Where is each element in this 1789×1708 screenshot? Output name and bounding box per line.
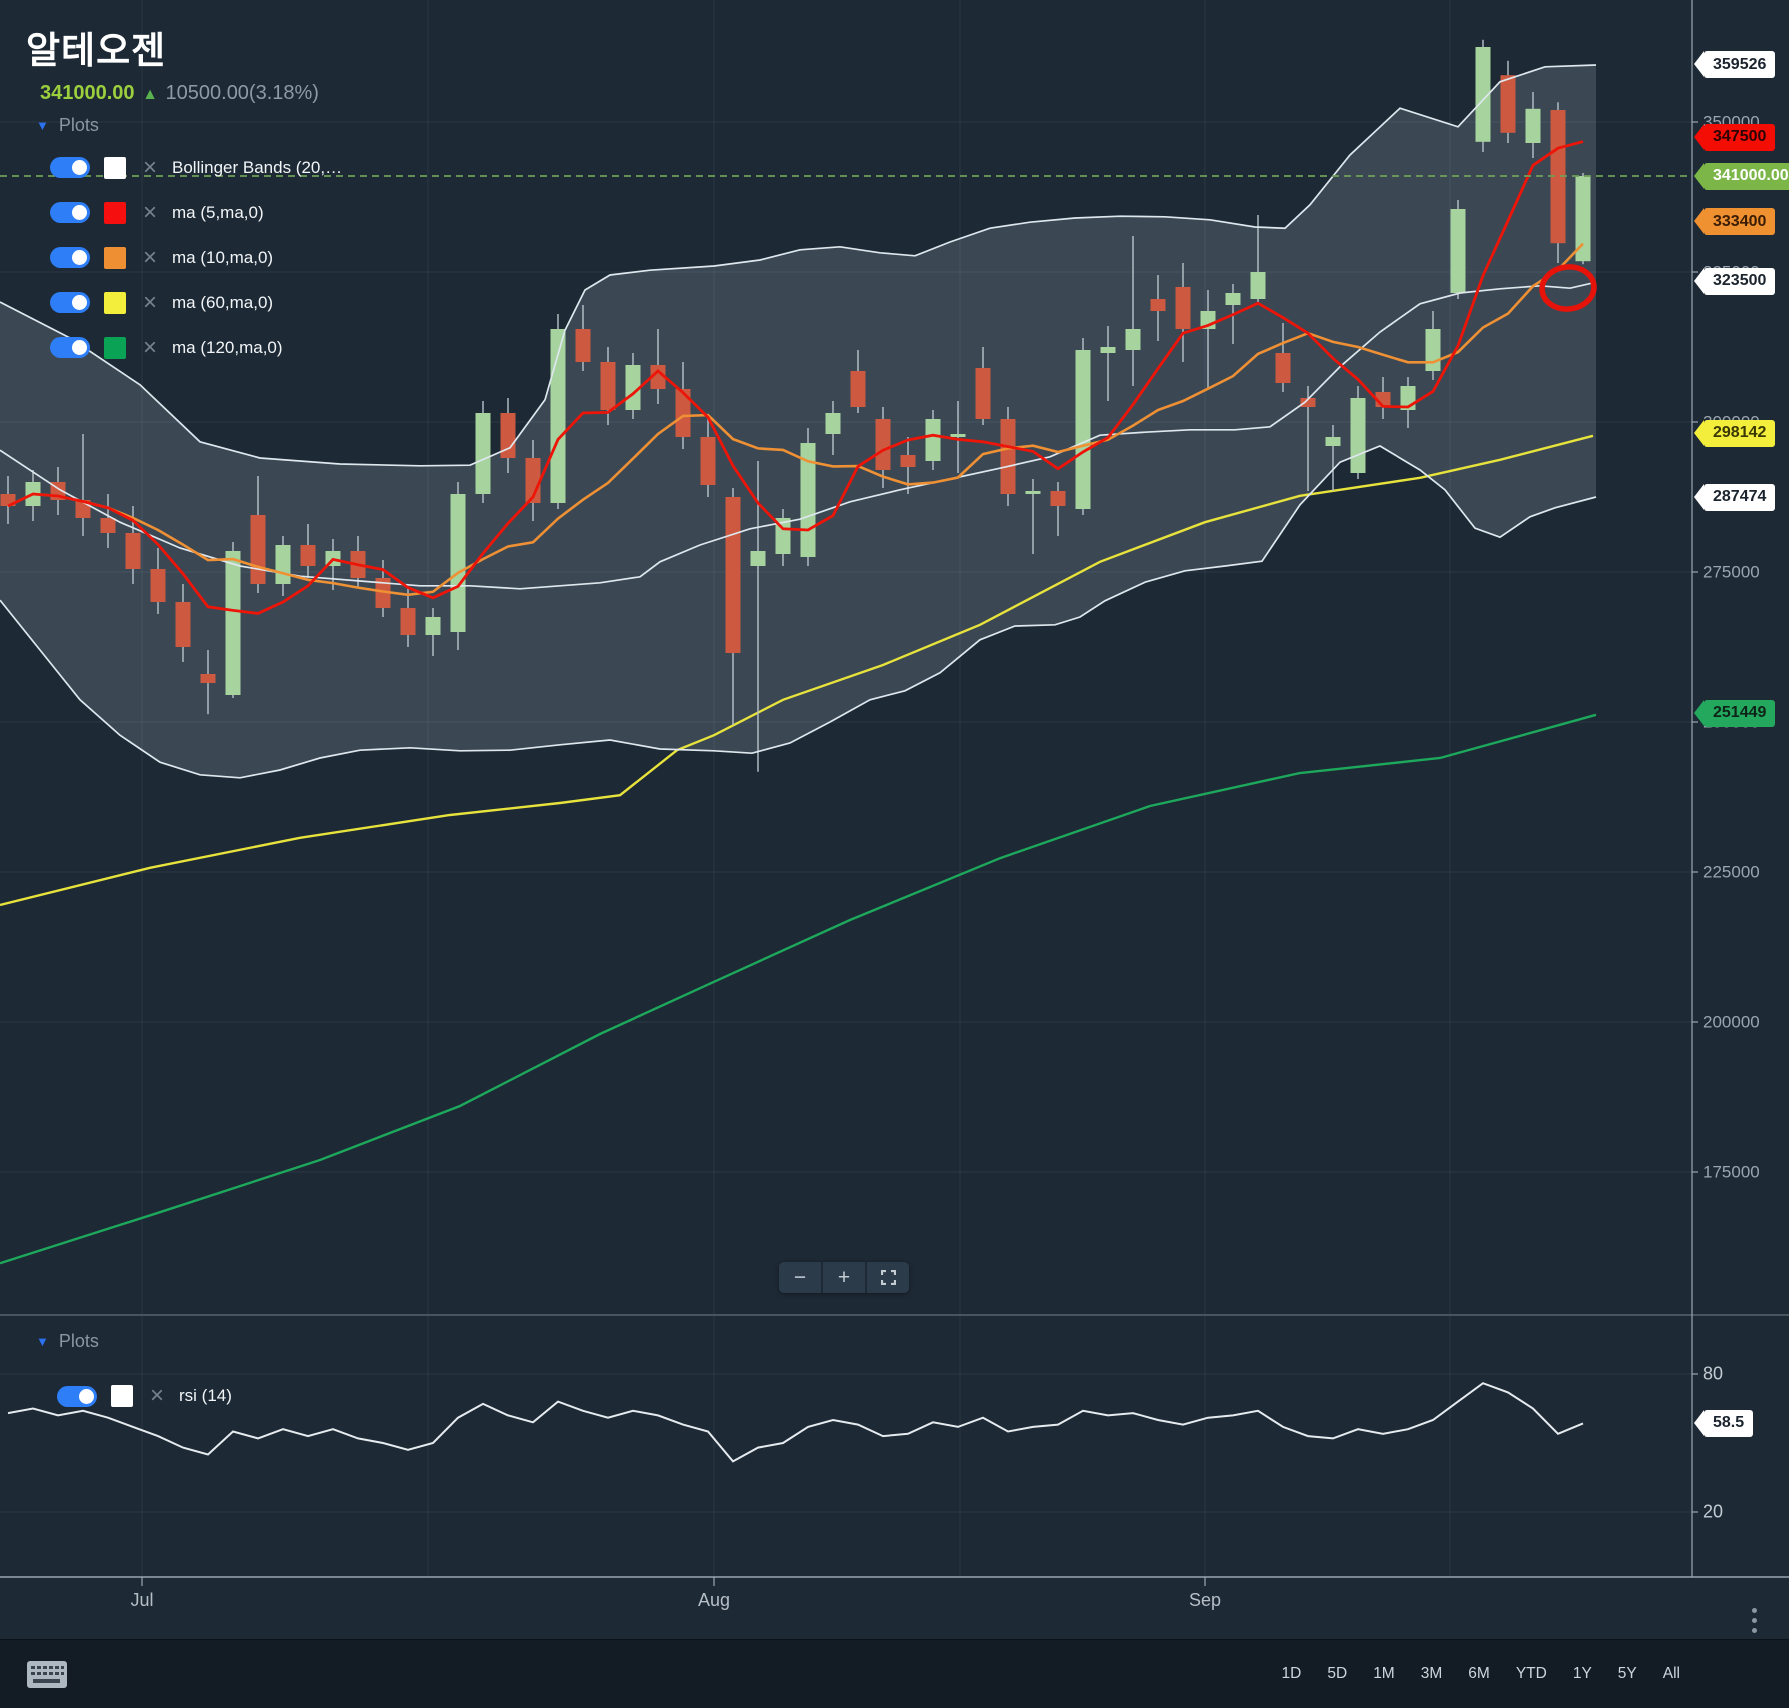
color-swatch[interactable]: [104, 156, 126, 179]
legend-row-4: × ma (120,ma,0): [50, 325, 342, 370]
legend-row-2: × ma (10,ma,0): [50, 235, 342, 280]
indicator-label: ma (120,ma,0): [172, 337, 283, 357]
visibility-toggle[interactable]: [50, 157, 90, 178]
visibility-toggle[interactable]: [50, 247, 90, 268]
svg-text:225000: 225000: [1703, 863, 1760, 882]
chevron-down-icon: ▼: [36, 118, 49, 133]
rsi-line: [7, 1382, 1584, 1463]
remove-indicator-icon[interactable]: ×: [142, 198, 157, 226]
range-button-5D[interactable]: 5D: [1327, 1665, 1348, 1682]
bollinger-upper-line: [0, 64, 1597, 467]
visibility-toggle[interactable]: [57, 1385, 97, 1407]
indicator-label: ma (60,ma,0): [172, 292, 274, 312]
svg-text:275000: 275000: [1703, 563, 1760, 582]
price-tag-347500: 347500: [1693, 123, 1776, 151]
visibility-toggle[interactable]: [50, 337, 90, 358]
indicator-label: Bollinger Bands (20,…: [172, 157, 343, 177]
range-button-5Y[interactable]: 5Y: [1617, 1665, 1637, 1682]
ma5-line: [7, 140, 1584, 615]
remove-indicator-icon[interactable]: ×: [142, 288, 157, 316]
indicator-legend: × Bollinger Bands (20,… × ma (5,ma,0) × ma (1…: [50, 145, 342, 370]
ma120-line: [0, 713, 1597, 1265]
legend-row-0: × Bollinger Bands (20,…: [50, 145, 342, 190]
svg-text:20: 20: [1703, 1502, 1723, 1522]
remove-indicator-icon[interactable]: ×: [142, 243, 157, 271]
visibility-toggle[interactable]: [50, 292, 90, 313]
remove-indicator-icon[interactable]: ×: [142, 333, 157, 361]
remove-indicator-icon[interactable]: ×: [149, 1382, 164, 1409]
color-swatch[interactable]: [104, 336, 126, 359]
rsi-plots-collapse-row[interactable]: ▼ Plots: [36, 1331, 99, 1352]
price-row: 341000.00 ▲ 10500.00(3.18%): [40, 82, 319, 105]
rsi-value-tag: 58.5: [1693, 1409, 1754, 1437]
ma10-line: [7, 242, 1584, 597]
color-swatch[interactable]: [104, 246, 126, 269]
bollinger-lower-line: [0, 445, 1597, 779]
zoom-in-button[interactable]: +: [823, 1262, 865, 1293]
zoom-out-button[interactable]: −: [779, 1262, 821, 1293]
range-button-1M[interactable]: 1M: [1373, 1665, 1395, 1682]
svg-text:Jul: Jul: [130, 1590, 153, 1610]
remove-indicator-icon[interactable]: ×: [142, 153, 157, 181]
price-change: 10500.00(3.18%): [165, 82, 319, 104]
svg-text:200000: 200000: [1703, 1013, 1760, 1032]
range-button-1Y[interactable]: 1Y: [1572, 1665, 1592, 1682]
price-tag-333400: 333400: [1693, 208, 1776, 236]
rsi-legend: × rsi (14): [57, 1374, 232, 1418]
svg-text:Aug: Aug: [698, 1590, 730, 1610]
indicator-label: ma (5,ma,0): [172, 202, 264, 222]
indicator-label: rsi (14): [179, 1386, 232, 1405]
color-swatch[interactable]: [104, 201, 126, 224]
legend-row-3: × ma (60,ma,0): [50, 280, 342, 325]
hand-drawn-circle-annotation: [1539, 264, 1597, 312]
bottom-toolbar: 1D 5D 1M 3M 6M YTD 1Y 5Y All: [0, 1639, 1789, 1708]
last-price: 341000.00: [40, 82, 135, 104]
candles-group: [0, 39, 1591, 772]
price-tag-323500: 323500: [1693, 267, 1776, 295]
range-button-1D[interactable]: 1D: [1281, 1665, 1302, 1682]
svg-text:Sep: Sep: [1189, 1590, 1221, 1610]
price-tag-298142: 298142: [1693, 419, 1776, 447]
more-options-icon[interactable]: [1752, 1608, 1757, 1633]
ma60-line: [0, 434, 1594, 907]
plots-label: Plots: [58, 115, 99, 135]
price-up-arrow-icon: ▲: [142, 86, 158, 103]
plots-collapse-row[interactable]: ▼ Plots: [36, 115, 319, 136]
rsi-legend-row: × rsi (14): [57, 1374, 232, 1418]
chart-header: 알테오젠 341000.00 ▲ 10500.00(3.18%) ▼ Plots: [26, 20, 319, 136]
plots-label: Plots: [58, 1331, 99, 1351]
svg-text:175000: 175000: [1703, 1163, 1760, 1182]
fullscreen-icon: [880, 1270, 896, 1285]
price-tag-341000.00: 341000.00: [1694, 162, 1789, 190]
chart-zoom-controls: − +: [779, 1262, 909, 1293]
color-swatch[interactable]: [111, 1385, 133, 1407]
range-button-6M[interactable]: 6M: [1468, 1665, 1490, 1682]
fullscreen-button[interactable]: [867, 1262, 909, 1293]
range-button-3M[interactable]: 3M: [1420, 1665, 1443, 1682]
symbol-title: 알테오젠: [26, 30, 167, 71]
price-tag-359526: 359526: [1693, 51, 1776, 79]
price-tag-251449: 251449: [1693, 699, 1776, 727]
price-tag-287474: 287474: [1693, 483, 1776, 511]
svg-text:80: 80: [1703, 1364, 1723, 1384]
visibility-toggle[interactable]: [50, 202, 90, 223]
color-swatch[interactable]: [104, 291, 126, 314]
bollinger-fill: [0, 65, 1596, 778]
chevron-down-icon: ▼: [36, 1334, 49, 1349]
bollinger-basis-line: [0, 281, 1597, 590]
keyboard-shortcuts-icon[interactable]: [27, 1660, 67, 1688]
range-button-All[interactable]: All: [1662, 1665, 1680, 1682]
timeframe-buttons: 1D 5D 1M 3M 6M YTD 1Y 5Y All: [1269, 1640, 1693, 1708]
range-button-YTD[interactable]: YTD: [1515, 1665, 1547, 1682]
indicator-label: ma (10,ma,0): [172, 247, 274, 267]
legend-row-1: × ma (5,ma,0): [50, 190, 342, 235]
